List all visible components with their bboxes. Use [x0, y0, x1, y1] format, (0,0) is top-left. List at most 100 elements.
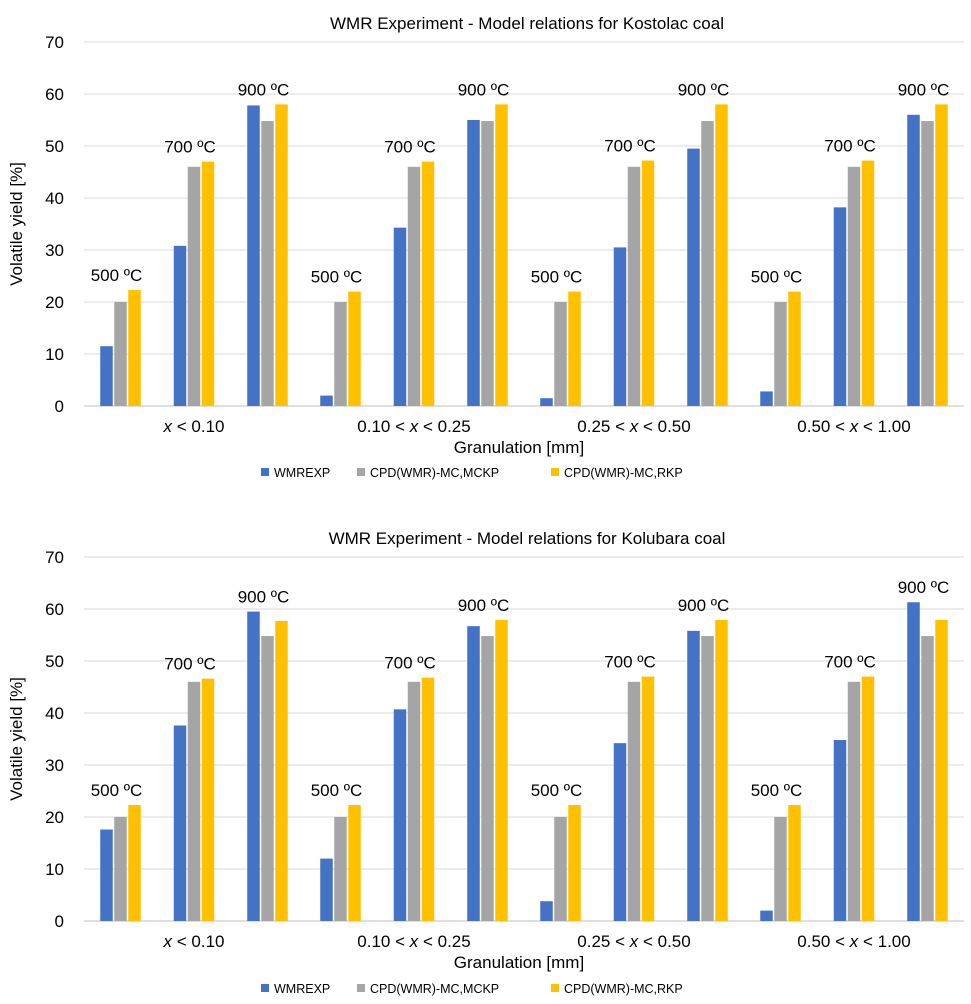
category-label: x < 0.10 — [163, 417, 225, 436]
bar-cpd-wmr-mc-mckp — [261, 121, 274, 406]
bar-wmrexp — [393, 709, 407, 921]
temperature-label: 900 ºC — [238, 588, 290, 607]
x-axis-label: Granulation [mm] — [454, 953, 584, 972]
bar-cpd-wmr-mc-mckp — [114, 817, 127, 921]
category-label-part: x — [409, 417, 419, 436]
category-label-part: 0.25 < — [577, 417, 629, 436]
bar-cpd-wmr-mc-rkp — [348, 805, 361, 921]
bar-cpd-wmr-mc-rkp — [495, 619, 508, 921]
y-tick-label: 30 — [45, 756, 64, 775]
category-label-part: x — [163, 417, 173, 436]
chart-title: WMR Experiment - Model relations for Kos… — [330, 14, 724, 33]
bar-cpd-wmr-mc-mckp — [114, 302, 127, 406]
y-tick-label: 0 — [55, 912, 64, 931]
category-label: 0.50 < x < 1.00 — [797, 932, 910, 951]
category-label-part: < 1.00 — [858, 417, 910, 436]
legend-label: WMREXP — [274, 982, 330, 996]
y-tick-label: 10 — [45, 860, 64, 879]
bar-wmrexp — [393, 227, 407, 406]
category-label-part: < 0.10 — [172, 932, 224, 951]
temperature-label: 700 ºC — [824, 653, 876, 672]
bar-wmrexp — [613, 743, 627, 921]
bar-cpd-wmr-mc-mckp — [187, 166, 201, 406]
bar-cpd-wmr-mc-mckp — [407, 681, 421, 921]
bar-cpd-wmr-mc-rkp — [201, 161, 215, 406]
y-tick-label: 20 — [45, 808, 64, 827]
category-label-part: 0.25 < — [577, 932, 629, 951]
bar-cpd-wmr-mc-rkp — [788, 291, 801, 406]
temperature-label: 500 ºC — [311, 268, 363, 287]
temperature-label: 500 ºC — [531, 781, 583, 800]
temperature-label: 700 ºC — [604, 653, 656, 672]
temperature-label: 700 ºC — [164, 655, 216, 674]
y-tick-label: 30 — [45, 241, 64, 260]
category-label-part: < 0.10 — [172, 417, 224, 436]
bar-cpd-wmr-mc-mckp — [554, 817, 567, 921]
bar-wmrexp — [467, 120, 480, 406]
category-label-part: 0.50 < — [797, 932, 849, 951]
bar-cpd-wmr-mc-rkp — [421, 677, 435, 921]
bar-cpd-wmr-mc-mckp — [334, 302, 347, 406]
bar-cpd-wmr-mc-rkp — [201, 678, 215, 921]
bar-wmrexp — [833, 207, 847, 406]
temperature-label: 500 ºC — [91, 781, 143, 800]
bar-wmrexp — [173, 245, 187, 406]
bar-cpd-wmr-mc-mckp — [481, 121, 494, 406]
temperature-label: 700 ºC — [164, 138, 216, 157]
category-label: x < 0.10 — [163, 932, 225, 951]
temperature-label: 900 ºC — [458, 80, 510, 99]
bar-cpd-wmr-mc-mckp — [701, 121, 714, 406]
y-tick-label: 50 — [45, 652, 64, 671]
bar-wmrexp — [100, 346, 113, 406]
bar-cpd-wmr-mc-rkp — [641, 160, 655, 406]
legend-label: CPD(WMR)-MC,MCKP — [370, 466, 499, 480]
bar-cpd-wmr-mc-rkp — [568, 805, 581, 921]
temperature-label: 700 ºC — [384, 138, 436, 157]
bar-wmrexp — [320, 395, 333, 406]
temperature-label: 900 ºC — [238, 80, 290, 99]
temperature-label: 700 ºC — [604, 137, 656, 156]
temperature-label: 500 ºC — [531, 268, 583, 287]
bar-wmrexp — [320, 858, 333, 921]
bar-wmrexp — [907, 602, 920, 921]
bar-cpd-wmr-mc-rkp — [935, 104, 948, 407]
y-tick-label: 10 — [45, 345, 64, 364]
y-axis-label: Volatile yield [%] — [7, 162, 26, 286]
legend-swatch — [357, 468, 365, 476]
bar-cpd-wmr-mc-mckp — [921, 121, 934, 406]
category-label: 0.25 < x < 0.50 — [577, 932, 690, 951]
category-label-part: < 1.00 — [858, 932, 910, 951]
bar-wmrexp — [540, 901, 553, 921]
category-label-part: x — [849, 417, 859, 436]
y-tick-label: 60 — [45, 85, 64, 104]
legend-swatch — [261, 468, 269, 476]
bar-cpd-wmr-mc-rkp — [715, 619, 728, 921]
y-tick-label: 70 — [45, 33, 64, 52]
temperature-label: 900 ºC — [898, 80, 950, 99]
y-tick-label: 60 — [45, 600, 64, 619]
bar-cpd-wmr-mc-mckp — [627, 166, 641, 406]
bar-cpd-wmr-mc-mckp — [774, 817, 787, 921]
bar-cpd-wmr-mc-mckp — [407, 166, 421, 406]
legend-label: CPD(WMR)-MC,RKP — [564, 466, 683, 480]
bar-cpd-wmr-mc-mckp — [627, 681, 641, 921]
legend-swatch — [261, 984, 269, 992]
bar-cpd-wmr-mc-rkp — [788, 805, 801, 921]
bar-wmrexp — [540, 398, 553, 406]
bar-cpd-wmr-mc-rkp — [275, 620, 288, 921]
bar-cpd-wmr-mc-mckp — [554, 302, 567, 406]
chart-title: WMR Experiment - Model relations for Kol… — [329, 529, 726, 548]
bar-cpd-wmr-mc-rkp — [275, 104, 288, 407]
temperature-label: 900 ºC — [678, 596, 730, 615]
category-label-part: x — [163, 932, 173, 951]
category-label-part: 0.10 < — [357, 932, 409, 951]
bar-cpd-wmr-mc-rkp — [935, 619, 948, 921]
legend-swatch — [357, 984, 365, 992]
bar-cpd-wmr-mc-rkp — [128, 805, 141, 921]
y-tick-label: 40 — [45, 189, 64, 208]
bar-wmrexp — [613, 247, 627, 406]
bar-cpd-wmr-mc-mckp — [774, 302, 787, 406]
y-tick-label: 20 — [45, 293, 64, 312]
category-label-part: x — [849, 932, 859, 951]
